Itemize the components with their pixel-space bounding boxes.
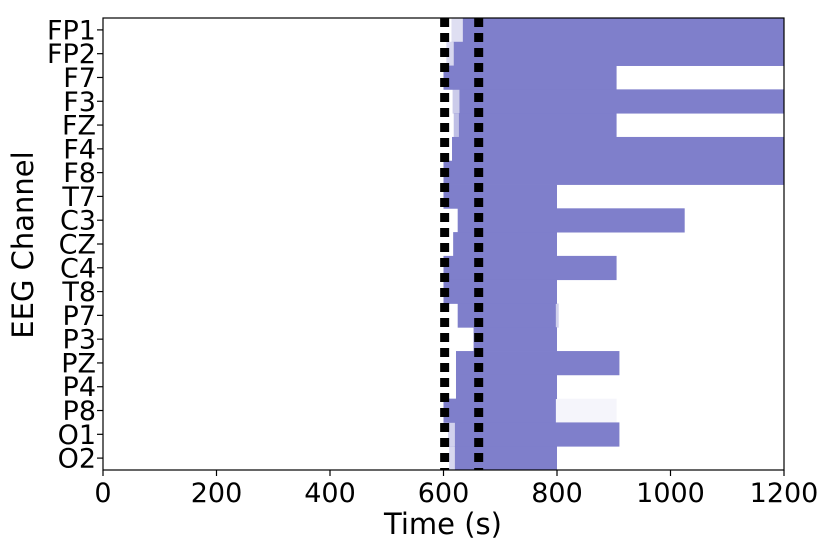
y-tick-label-c4: C4 [60, 253, 96, 284]
y-tick-label-t7: T7 [61, 182, 96, 213]
channel-bar-f3 [459, 89, 784, 114]
y-tick-label-t8: T8 [61, 277, 96, 308]
y-tick-label-cz: CZ [59, 230, 96, 261]
x-axis-label: Time (s) [383, 507, 502, 541]
y-tick-label-fz: FZ [62, 111, 96, 142]
y-tick-label-f7: F7 [63, 63, 96, 94]
y-tick-label-o2: O2 [58, 444, 96, 475]
y-tick-label-f8: F8 [63, 158, 96, 189]
channel-bar-f4 [452, 136, 784, 162]
channel-bar-p4 [455, 374, 557, 400]
x-axis-ticks: 0 200 400 600 800 1000 1200 [94, 470, 818, 509]
x-tick-label: 800 [531, 478, 583, 509]
event-markers [440, 18, 484, 470]
channel-bar-o1 [448, 422, 455, 447]
x-tick-label: 1000 [636, 478, 705, 509]
channel-bar-p7 [555, 303, 559, 328]
y-tick-label-f3: F3 [63, 87, 96, 118]
channel-bar-p7 [457, 303, 556, 328]
x-tick-label: 1200 [750, 478, 819, 509]
channel-bar-f8 [443, 160, 784, 185]
channel-bar-cz [453, 232, 557, 257]
y-tick-label-f4: F4 [63, 134, 96, 165]
y-tick-label-pz: PZ [61, 348, 96, 379]
x-tick-label: 0 [94, 478, 111, 509]
x-tick-label: 400 [304, 478, 356, 509]
channel-bar-fz [453, 113, 459, 138]
channel-bar-fz [458, 113, 617, 138]
channel-bar-o2 [454, 446, 557, 471]
y-tick-label-fp2: FP2 [47, 39, 96, 70]
channel-bar-f3 [452, 89, 460, 114]
bars-layer [443, 18, 784, 471]
y-tick-label-p4: P4 [63, 372, 96, 403]
y-tick-label-p8: P8 [63, 396, 96, 427]
y-tick-label-p7: P7 [63, 301, 96, 332]
channel-bar-t8 [443, 279, 557, 304]
channel-bar-fp2 [446, 41, 454, 66]
y-tick-label-p3: P3 [63, 325, 96, 356]
channel-bar-pz [455, 351, 620, 376]
y-tick-label-fp1: FP1 [47, 15, 96, 46]
channel-bar-p8 [555, 398, 617, 423]
x-tick-label: 200 [191, 478, 243, 509]
y-tick-label-c3: C3 [60, 206, 96, 237]
channel-bar-c3 [457, 208, 685, 233]
channel-bar-t7 [443, 184, 557, 209]
channel-bar-c4 [443, 255, 617, 281]
channel-bar-fp2 [453, 41, 784, 66]
y-tick-label-o1: O1 [58, 420, 96, 451]
channel-bar-fp1 [451, 18, 463, 43]
channel-bar-o2 [449, 446, 455, 471]
channel-bar-f7 [443, 65, 617, 90]
y-axis-label: EEG Channel [6, 151, 40, 338]
channel-bar-fp1 [462, 18, 784, 43]
channel-bar-p8 [443, 398, 556, 423]
x-tick-label: 600 [418, 478, 470, 509]
channel-bar-p3 [473, 327, 557, 352]
